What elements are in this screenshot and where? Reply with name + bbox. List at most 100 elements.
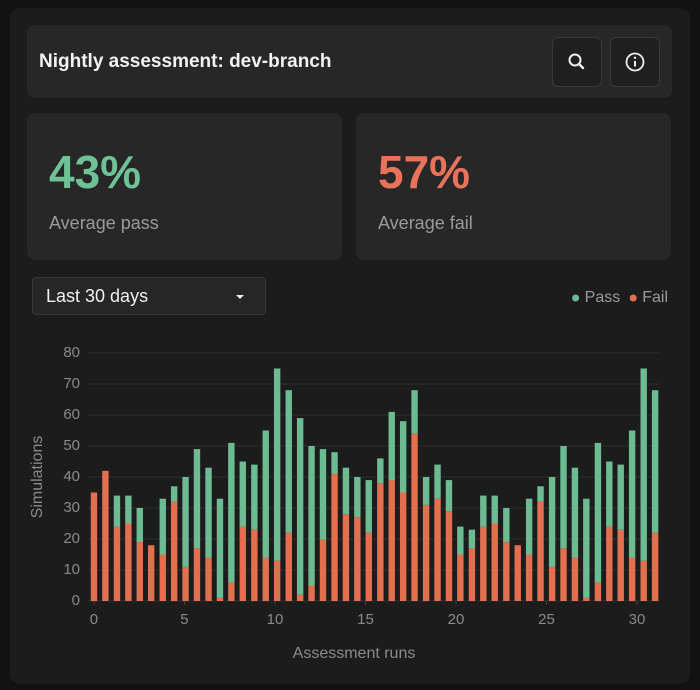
bar-segment [503,508,510,543]
bar-segment [548,566,556,601]
bar-segment [583,597,590,601]
bar-segment [319,449,327,539]
bar-segment [170,501,178,601]
bar-segment [354,517,361,601]
bar-segment [537,486,544,502]
bar-segment [159,554,166,601]
y-tick-label: 50 [63,437,80,454]
bar-segment [640,368,647,561]
bar-segment [170,486,178,502]
bar-segment [182,477,189,567]
bar-segment [606,461,613,527]
panel: Nightly assessment: dev-branch 43% Avera… [10,8,690,684]
legend-label: Fail [642,289,668,306]
x-tick-label: 5 [180,611,188,628]
bar-segment [388,411,395,481]
bar-segment [273,368,281,561]
bar-segment [617,464,624,530]
x-tick-label: 30 [629,611,646,628]
bar-segment [388,480,395,601]
y-tick-label: 30 [63,499,80,516]
search-icon [568,53,585,70]
x-tick-label: 15 [357,611,374,628]
legend-label: Pass [585,289,621,306]
bar-segment [571,557,579,601]
bar-segment [617,529,624,601]
bar-segment [445,511,453,601]
bar-segment [640,560,647,601]
stat-label: Average fail [378,213,473,233]
bar-segment [537,501,544,601]
bar-segment [491,523,498,601]
dropdown-caret [236,295,244,299]
bar-segment [434,464,441,499]
search-button[interactable] [552,37,602,87]
bar-segment [354,477,361,518]
bar-segment [331,473,338,601]
bar-segment [651,532,659,601]
bar-segment [319,539,327,601]
y-tick-label: 70 [63,375,80,392]
bar-segment [422,477,430,505]
bar-segment [365,532,372,601]
legend-swatch [629,294,637,302]
bar-segment [377,458,384,484]
bar-segment [411,433,418,601]
bar-segment [571,467,579,558]
info-button[interactable] [610,37,660,87]
bar-segment [560,548,567,601]
bar-segment [457,554,464,601]
bar-segment [445,480,453,512]
bar-segment [628,430,636,558]
bar-segment [651,390,659,533]
bar-segment [159,498,166,555]
bar-segment [377,483,384,601]
bar-segment [90,492,98,601]
bar-segment [606,526,613,601]
bar-segment [308,446,315,586]
stat-card: 57% Average fail [356,113,671,260]
bar-segment [216,498,224,598]
bar-segment [239,526,246,601]
bar-segment [583,498,590,598]
bar-segment [594,582,602,601]
bar-segment [548,477,556,567]
range-dropdown[interactable]: Last 30 days [32,277,266,315]
bar-segment [308,585,315,601]
bar-segment [628,557,636,601]
stat-card: 43% Average pass [27,113,342,260]
bar-segment [399,492,407,601]
bar-segment [331,452,338,474]
stat-value: 57% [378,146,471,198]
bar-segment [480,526,487,601]
bar-segment [251,464,258,530]
x-tick-label: 10 [267,611,284,628]
legend-swatch [572,294,580,302]
bar-segment [182,566,189,601]
bar-segment [285,390,292,533]
bar-segment [457,526,464,555]
bar-segment [342,514,350,601]
bar-segment [468,548,476,601]
bar-segment [525,498,533,555]
bar-segment [285,532,292,601]
info-icon [625,52,645,72]
dropdown-label: Last 30 days [46,286,149,306]
bar-segment [594,442,602,583]
y-tick-label: 10 [63,561,80,578]
bar-segment [228,582,235,601]
bar-segment [205,557,212,601]
bar-segment [239,461,246,527]
bar-segment [262,430,269,558]
stat-label: Average pass [49,213,159,233]
page-title: Nightly assessment: dev-branch [39,51,332,72]
bar-segment [113,526,121,601]
y-axis-label: Simulations [29,436,46,519]
y-tick-label: 20 [63,530,80,547]
bar-segment [422,504,430,601]
bar-segment [125,495,132,524]
bar-segment [525,554,533,601]
header-card: Nightly assessment: dev-branch [27,25,672,98]
